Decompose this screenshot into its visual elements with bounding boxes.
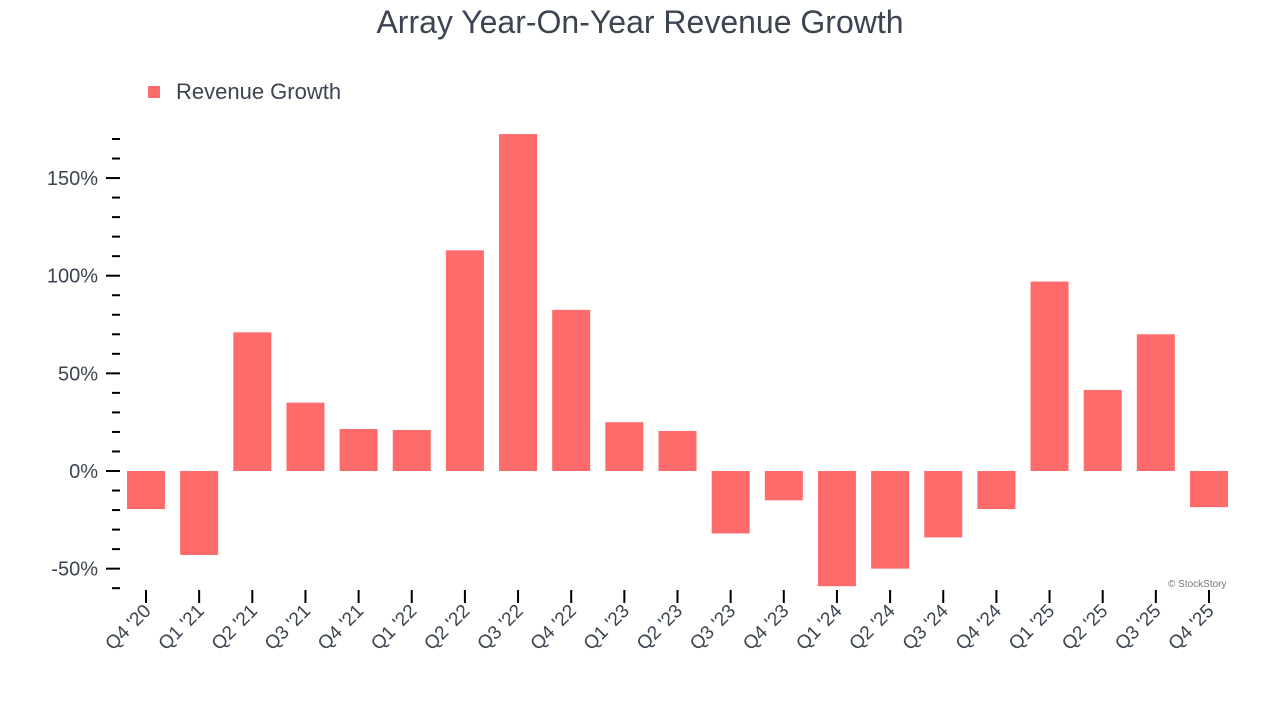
bar xyxy=(871,471,910,569)
x-tick-label: Q2 '23 xyxy=(633,601,687,655)
legend: Revenue Growth xyxy=(148,79,341,105)
bar xyxy=(392,429,431,471)
x-tick-label: Q1 '23 xyxy=(580,601,634,655)
bar xyxy=(764,471,803,501)
x-tick-label: Q2 '22 xyxy=(420,601,474,655)
y-tick-label: 50% xyxy=(58,363,98,385)
bar xyxy=(445,250,484,471)
x-tick-label: Q2 '25 xyxy=(1058,601,1112,655)
bar xyxy=(711,471,750,534)
bar xyxy=(1030,281,1069,471)
credit-watermark: © StockStory xyxy=(1168,579,1227,590)
legend-swatch xyxy=(148,86,160,98)
bar xyxy=(339,429,378,471)
x-tick-label: Q2 '24 xyxy=(846,600,900,654)
x-tick-label: Q4 '20 xyxy=(102,601,156,655)
bar xyxy=(1136,334,1175,471)
x-tick-label: Q3 '24 xyxy=(899,600,953,654)
x-tick-label: Q4 '21 xyxy=(314,601,368,655)
x-tick-label: Q3 '21 xyxy=(261,601,315,655)
bar xyxy=(127,471,165,510)
bar xyxy=(1190,471,1228,508)
bar xyxy=(658,430,697,471)
x-tick-label: Q3 '25 xyxy=(1111,601,1165,655)
x-tick-label: Q3 '22 xyxy=(474,601,528,655)
bar xyxy=(552,309,591,471)
bar xyxy=(286,402,325,471)
x-tick-label: Q4 '25 xyxy=(1165,601,1219,655)
x-tick-label: Q1 '22 xyxy=(367,601,421,655)
x-tick-label: Q1 '21 xyxy=(155,601,209,655)
bar xyxy=(1083,389,1122,471)
x-tick-label: Q2 '21 xyxy=(208,601,262,655)
bar xyxy=(605,422,644,471)
x-tick-label: Q1 '25 xyxy=(1005,601,1059,655)
legend-label: Revenue Growth xyxy=(176,79,342,104)
bar xyxy=(233,332,272,471)
x-tick-label: Q4 '22 xyxy=(527,601,581,655)
bar xyxy=(817,471,856,587)
y-tick-label: 150% xyxy=(47,168,98,190)
chart-title: Array Year-On-Year Revenue Growth xyxy=(376,4,904,40)
x-tick-label: Q4 '24 xyxy=(952,600,1006,654)
bar xyxy=(924,471,963,538)
x-tick-label: Q3 '23 xyxy=(686,601,740,655)
x-tick-label: Q4 '23 xyxy=(739,601,793,655)
y-tick-label: 100% xyxy=(47,266,98,288)
bar xyxy=(977,471,1016,510)
x-tick-label: Q1 '24 xyxy=(792,600,846,654)
bar xyxy=(180,471,219,555)
bar xyxy=(499,134,538,472)
y-tick-label: 0% xyxy=(69,461,98,483)
y-tick-label: -50% xyxy=(51,559,98,581)
